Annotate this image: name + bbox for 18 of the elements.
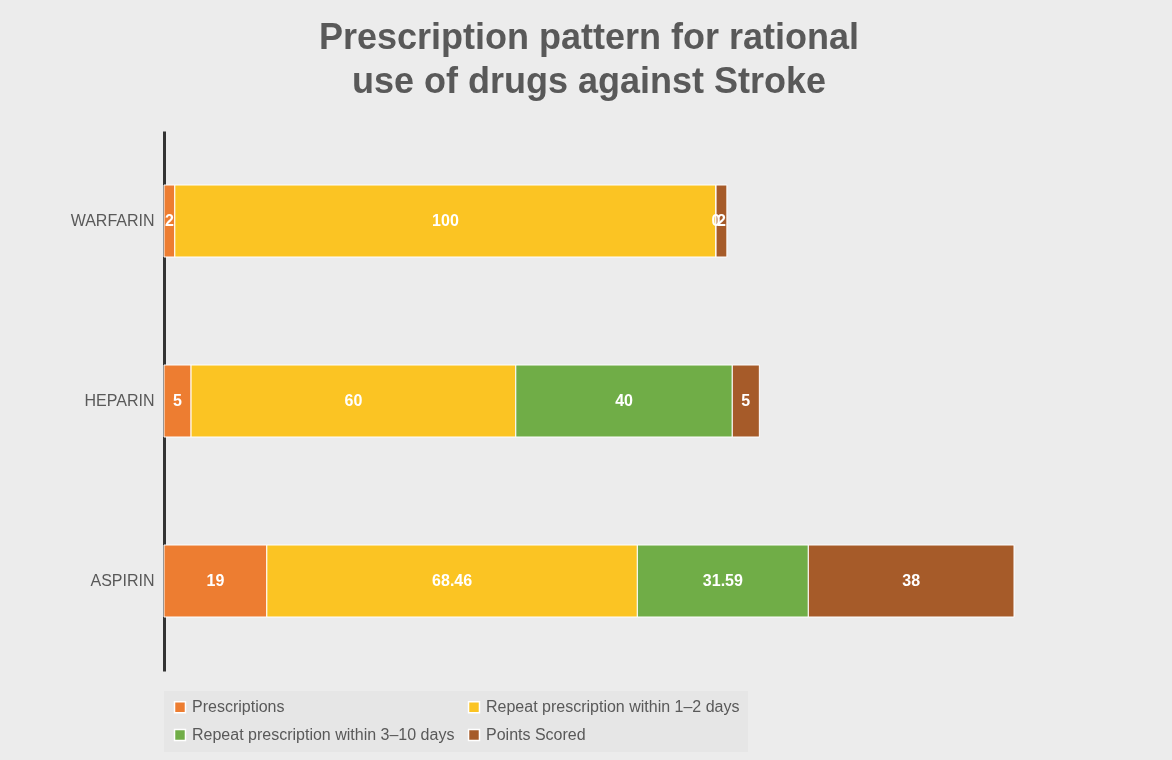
data-label: 68.46 <box>432 572 473 589</box>
legend-label: Prescriptions <box>192 698 285 716</box>
legend-label: Points Scored <box>486 726 586 743</box>
data-label: 2 <box>164 212 174 229</box>
data-label: 19 <box>206 572 225 589</box>
data-label: 40 <box>615 392 634 409</box>
y-tick-label: ASPIRIN <box>90 572 155 589</box>
data-label: 38 <box>902 572 921 589</box>
legend-label: Repeat prescription within 3–10 days <box>192 726 455 743</box>
data-label: 5 <box>173 392 183 409</box>
chart-title: Prescription pattern for rational use of drugs against Stroke <box>318 16 860 101</box>
data-label: 60 <box>344 392 363 409</box>
data-label: 5 <box>741 392 751 409</box>
y-tick-label: WARFARIN <box>70 212 155 229</box>
data-label: 31.59 <box>702 572 743 589</box>
y-tick-label: HEPARIN <box>84 392 155 409</box>
legend-label: Repeat prescription within 1–2 days <box>486 698 740 716</box>
data-label: 100 <box>432 212 459 229</box>
